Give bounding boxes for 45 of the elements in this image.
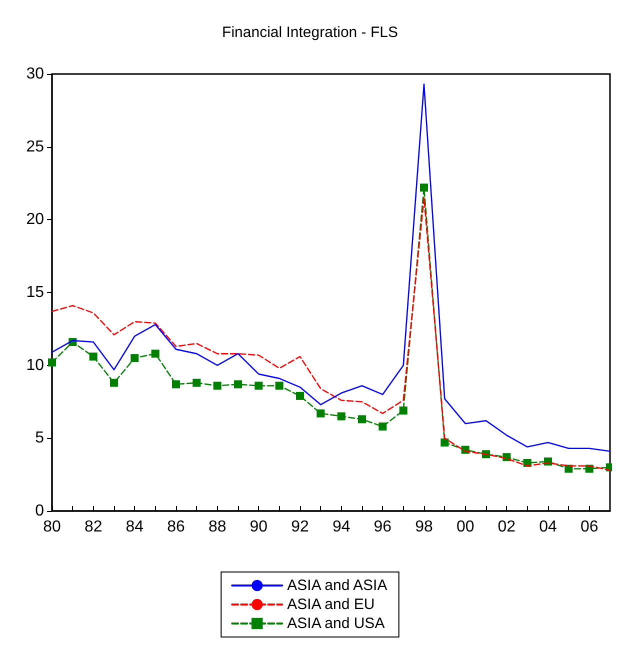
point [172, 380, 180, 388]
point [337, 412, 346, 420]
x-tick-label: 02 [498, 518, 516, 536]
x-tick-label: 84 [126, 518, 144, 536]
y-tick-label: 15 [26, 284, 44, 301]
y-tick-label: 10 [26, 356, 44, 374]
point [275, 382, 284, 390]
y-tick-label: 5 [35, 430, 44, 447]
legend-label: ASIA and USA [287, 615, 385, 632]
x-tick-label: 92 [291, 518, 309, 536]
x-tick-label: 00 [456, 518, 474, 536]
x-tick-label: 96 [374, 518, 392, 536]
point [192, 378, 201, 387]
x-tick-label: 86 [167, 518, 185, 536]
y-tick-label: 25 [26, 138, 44, 156]
point [378, 422, 387, 431]
x-tick-label: 90 [250, 518, 268, 536]
point [420, 184, 428, 192]
point [296, 392, 304, 400]
line-series [51, 84, 611, 452]
y-tick-label: 0 [35, 502, 44, 520]
y-tick-label: 30 [26, 66, 44, 82]
x-tick-label: 88 [208, 518, 226, 536]
point [151, 350, 160, 358]
point [130, 354, 139, 362]
point [89, 352, 98, 361]
point [399, 406, 408, 414]
x-tick-label: 82 [84, 518, 102, 536]
y-tick-label: 20 [26, 211, 44, 228]
point [48, 358, 56, 366]
legend-label: ASIA and ASIA [287, 577, 388, 594]
chart-title: Financial Integration - FLS [222, 24, 398, 41]
x-tick-label: 04 [539, 518, 557, 536]
x-tick-label: 06 [580, 518, 598, 536]
x-tick-label: 80 [43, 518, 61, 536]
point [440, 438, 449, 447]
x-tick-label: 98 [415, 518, 433, 536]
legend-label: ASIA and EU [287, 596, 375, 613]
point [234, 380, 242, 388]
x-tick-label: 94 [332, 518, 350, 536]
point [316, 409, 325, 418]
point [254, 382, 263, 390]
point [213, 382, 222, 390]
point [110, 378, 118, 387]
point [358, 415, 366, 424]
